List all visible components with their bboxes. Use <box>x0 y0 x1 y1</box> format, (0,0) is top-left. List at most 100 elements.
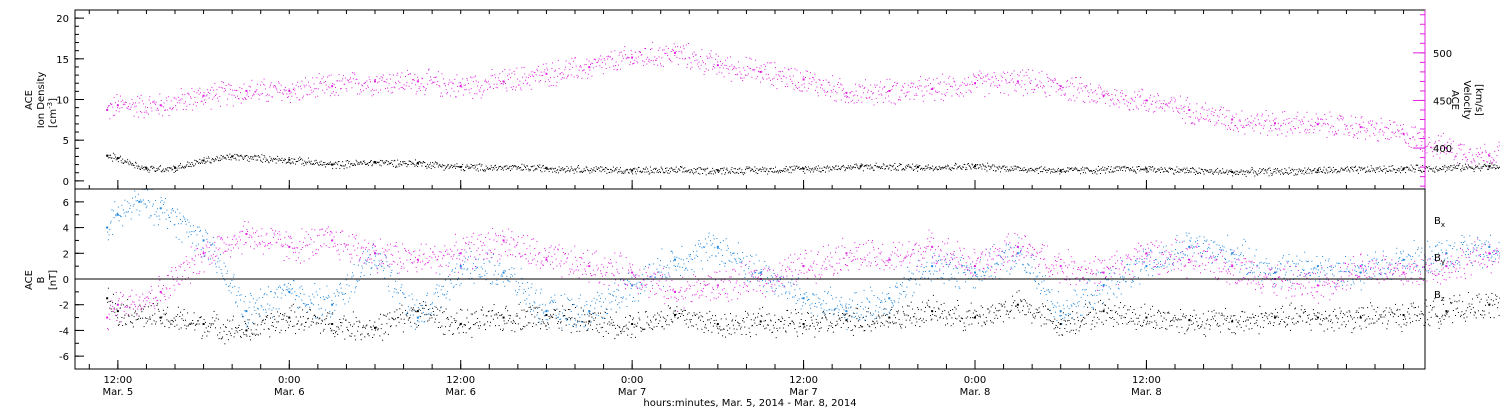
data-point <box>771 83 773 85</box>
data-point <box>897 169 899 171</box>
data-point <box>1156 100 1158 102</box>
data-point <box>1122 98 1124 100</box>
data-point <box>166 100 168 102</box>
data-point <box>320 83 322 85</box>
data-point <box>723 76 725 78</box>
data-point <box>528 74 530 76</box>
data-point <box>459 323 462 325</box>
data-point <box>136 111 138 113</box>
data-point <box>1346 170 1348 172</box>
data-point <box>482 91 484 93</box>
data-point <box>971 81 973 83</box>
data-point <box>1280 170 1282 172</box>
data-point <box>1492 162 1494 164</box>
data-point <box>731 167 733 169</box>
data-point <box>759 67 761 69</box>
data-point <box>980 72 982 74</box>
data-point <box>730 169 732 171</box>
data-point <box>1286 118 1288 120</box>
data-point <box>588 60 590 62</box>
data-point <box>460 169 462 171</box>
data-point <box>337 326 339 328</box>
data-point <box>1063 93 1065 95</box>
data-point <box>763 170 765 172</box>
data-point <box>597 61 599 63</box>
data-point <box>657 172 659 174</box>
data-point <box>1135 172 1137 174</box>
data-point <box>901 89 903 91</box>
data-point <box>612 166 614 168</box>
data-point <box>929 168 931 170</box>
data-point <box>488 168 490 170</box>
data-point <box>1475 164 1476 166</box>
data-point <box>751 168 753 170</box>
data-point <box>160 170 162 172</box>
data-point <box>323 81 325 83</box>
data-point <box>508 167 510 169</box>
data-point <box>916 164 918 166</box>
data-point <box>841 84 843 86</box>
data-point <box>1267 169 1269 171</box>
data-point <box>612 58 614 60</box>
data-point <box>662 49 664 51</box>
data-point <box>1399 168 1401 170</box>
data-point <box>170 100 172 102</box>
data-point <box>427 309 429 311</box>
data-point <box>1142 102 1144 104</box>
data-point <box>1009 81 1011 83</box>
data-point <box>148 171 150 173</box>
data-point <box>842 90 844 92</box>
data-point <box>292 162 294 164</box>
data-point <box>657 64 659 66</box>
data-point <box>1427 170 1429 172</box>
data-point <box>691 170 693 172</box>
data-point <box>507 320 509 322</box>
data-point <box>875 162 877 164</box>
data-point <box>1103 169 1105 171</box>
data-point <box>490 168 491 170</box>
data-point <box>336 326 338 328</box>
data-point <box>1433 170 1435 172</box>
data-point <box>1256 173 1258 175</box>
data-point <box>382 77 384 79</box>
data-point <box>473 167 475 169</box>
data-point <box>605 63 606 65</box>
data-point <box>117 100 119 102</box>
data-point <box>159 316 162 319</box>
data-point <box>783 75 785 77</box>
data-point <box>152 166 154 168</box>
data-point <box>1044 166 1046 168</box>
data-point <box>192 165 194 167</box>
data-point <box>1283 119 1285 121</box>
data-point <box>454 164 456 166</box>
data-point <box>968 89 970 91</box>
data-point <box>1162 171 1164 173</box>
data-point <box>124 160 126 162</box>
data-point <box>1497 167 1499 169</box>
data-point <box>244 155 246 157</box>
data-point <box>912 86 914 88</box>
data-point <box>1034 171 1036 173</box>
data-point <box>1305 132 1307 134</box>
data-point <box>756 66 758 68</box>
data-point <box>393 160 395 162</box>
data-point <box>1007 170 1009 172</box>
data-point <box>241 329 243 330</box>
data-point <box>1015 168 1017 170</box>
data-point <box>222 336 224 338</box>
data-point <box>153 100 155 102</box>
data-point <box>784 67 786 69</box>
data-point <box>1268 175 1270 177</box>
data-point <box>916 166 919 169</box>
data-point <box>1341 115 1343 117</box>
data-point <box>969 165 971 167</box>
data-point <box>447 91 449 93</box>
data-point <box>725 64 727 66</box>
data-point <box>136 165 138 167</box>
data-point <box>1089 171 1091 172</box>
data-point <box>1400 133 1402 135</box>
data-point <box>932 170 934 172</box>
data-point <box>553 168 555 170</box>
data-point <box>261 321 263 323</box>
data-point <box>1401 170 1403 172</box>
